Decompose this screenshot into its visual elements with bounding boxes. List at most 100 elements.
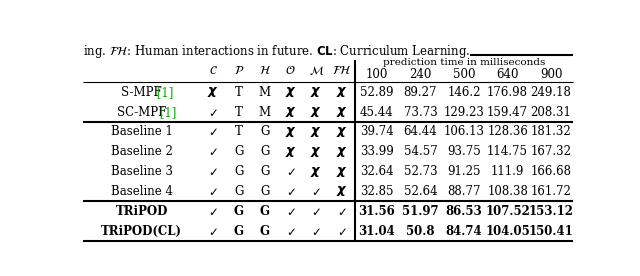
Text: G: G [234, 145, 244, 158]
Text: 167.32: 167.32 [531, 145, 572, 158]
Text: 39.74: 39.74 [360, 126, 394, 139]
Text: 32.64: 32.64 [360, 165, 394, 178]
Text: SC-MPF: SC-MPF [117, 106, 166, 119]
Text: 240: 240 [409, 68, 431, 81]
Text: $\checkmark$: $\checkmark$ [312, 185, 321, 198]
Text: 31.04: 31.04 [358, 225, 396, 238]
Text: 129.23: 129.23 [444, 106, 484, 119]
Text: T: T [235, 126, 243, 139]
Text: G: G [234, 205, 244, 218]
Text: $\checkmark$: $\checkmark$ [285, 165, 296, 178]
Text: $\mathcal{C}$: $\mathcal{C}$ [209, 64, 218, 77]
Text: 161.72: 161.72 [531, 185, 572, 198]
Text: $\checkmark$: $\checkmark$ [208, 225, 218, 238]
Text: $\boldsymbol{\chi}$: $\boldsymbol{\chi}$ [310, 125, 323, 139]
Text: $\checkmark$: $\checkmark$ [285, 205, 296, 218]
Text: 84.74: 84.74 [445, 225, 483, 238]
Text: $\boldsymbol{\chi}$: $\boldsymbol{\chi}$ [285, 145, 296, 159]
Text: 500: 500 [452, 68, 476, 81]
Text: 52.89: 52.89 [360, 86, 394, 99]
Text: 108.38: 108.38 [487, 185, 528, 198]
Text: TRiPOD(CL): TRiPOD(CL) [101, 225, 182, 238]
Text: G: G [260, 205, 269, 218]
Text: G: G [260, 145, 269, 158]
Text: 208.31: 208.31 [531, 106, 572, 119]
Text: $\boldsymbol{\chi}$: $\boldsymbol{\chi}$ [336, 145, 348, 159]
Text: 106.13: 106.13 [444, 126, 484, 139]
Text: 93.75: 93.75 [447, 145, 481, 158]
Text: $\checkmark$: $\checkmark$ [208, 106, 218, 119]
Text: $\boldsymbol{\chi}$: $\boldsymbol{\chi}$ [310, 85, 323, 99]
Text: 88.77: 88.77 [447, 185, 481, 198]
Text: 52.64: 52.64 [404, 185, 437, 198]
Text: 32.85: 32.85 [360, 185, 394, 198]
Text: $\checkmark$: $\checkmark$ [208, 145, 218, 158]
Text: 900: 900 [540, 68, 563, 81]
Text: M: M [259, 106, 271, 119]
Text: 150.41: 150.41 [529, 225, 573, 238]
Text: G: G [234, 185, 244, 198]
Text: 100: 100 [365, 68, 388, 81]
Text: $\boldsymbol{\chi}$: $\boldsymbol{\chi}$ [336, 85, 348, 99]
Text: Baseline 1: Baseline 1 [111, 126, 173, 139]
Text: 91.25: 91.25 [447, 165, 481, 178]
Text: $\boldsymbol{\chi}$: $\boldsymbol{\chi}$ [285, 105, 296, 119]
Text: G: G [260, 185, 269, 198]
Text: $\mathcal{H}$: $\mathcal{H}$ [259, 64, 271, 77]
Text: $\boldsymbol{\chi}$: $\boldsymbol{\chi}$ [336, 184, 348, 198]
Text: G: G [260, 165, 269, 178]
Text: ing.: ing. [83, 43, 109, 56]
Text: $\boldsymbol{\chi}$: $\boldsymbol{\chi}$ [336, 125, 348, 139]
Text: 153.12: 153.12 [529, 205, 573, 218]
Text: 176.98: 176.98 [487, 86, 528, 99]
Text: 33.99: 33.99 [360, 145, 394, 158]
Text: $\boldsymbol{\chi}$: $\boldsymbol{\chi}$ [310, 105, 323, 119]
Text: Baseline 3: Baseline 3 [111, 165, 173, 178]
Text: S-MPF: S-MPF [121, 86, 162, 99]
Text: $\boldsymbol{\chi}$: $\boldsymbol{\chi}$ [285, 85, 296, 99]
Text: 640: 640 [496, 68, 519, 81]
Text: $\boldsymbol{\chi}$: $\boldsymbol{\chi}$ [310, 164, 323, 179]
Text: 86.53: 86.53 [445, 205, 483, 218]
Text: G: G [260, 225, 269, 238]
Text: $\mathcal{O}$: $\mathcal{O}$ [285, 64, 296, 77]
Text: 181.32: 181.32 [531, 126, 572, 139]
Text: G: G [234, 225, 244, 238]
Text: 128.36: 128.36 [487, 126, 528, 139]
Text: $\checkmark$: $\checkmark$ [208, 185, 218, 198]
Text: $\checkmark$: $\checkmark$ [312, 225, 321, 238]
Text: 45.44: 45.44 [360, 106, 394, 119]
Text: $\checkmark$: $\checkmark$ [337, 205, 347, 218]
Text: 107.52: 107.52 [485, 205, 530, 218]
Text: 111.9: 111.9 [491, 165, 524, 178]
Text: $\checkmark$: $\checkmark$ [208, 165, 218, 178]
Text: M: M [259, 86, 271, 99]
Text: $\mathcal{FH}$: $\mathcal{FH}$ [332, 64, 352, 77]
Text: TRiPOD: TRiPOD [115, 205, 168, 218]
Text: $\checkmark$: $\checkmark$ [285, 225, 296, 238]
Text: Baseline 2: Baseline 2 [111, 145, 173, 158]
Text: Baseline 4: Baseline 4 [111, 185, 173, 198]
Text: 104.05: 104.05 [485, 225, 530, 238]
Text: $\checkmark$: $\checkmark$ [312, 205, 321, 218]
Text: 159.47: 159.47 [487, 106, 528, 119]
Text: $\checkmark$: $\checkmark$ [337, 225, 347, 238]
Text: 89.27: 89.27 [404, 86, 437, 99]
Text: ing. $\boldsymbol{\mathcal{FH}}$: Human interactions in future. $\mathbf{CL}$: C: ing. $\boldsymbol{\mathcal{FH}}$: Human … [83, 43, 470, 60]
Text: 54.57: 54.57 [404, 145, 437, 158]
Text: $\checkmark$: $\checkmark$ [285, 185, 296, 198]
Text: G: G [260, 126, 269, 139]
Text: 73.73: 73.73 [404, 106, 437, 119]
Text: 166.68: 166.68 [531, 165, 572, 178]
Text: T: T [235, 106, 243, 119]
Text: $\boldsymbol{\chi}$: $\boldsymbol{\chi}$ [336, 164, 348, 179]
Text: $\checkmark$: $\checkmark$ [208, 126, 218, 139]
Text: $\checkmark$: $\checkmark$ [208, 205, 218, 218]
Text: 50.8: 50.8 [406, 225, 435, 238]
Text: $\boldsymbol{\chi}$: $\boldsymbol{\chi}$ [336, 105, 348, 119]
Text: [1]: [1] [157, 106, 177, 119]
Text: $\boldsymbol{\chi}$: $\boldsymbol{\chi}$ [207, 85, 219, 99]
Text: [1]: [1] [153, 86, 173, 99]
Text: G: G [234, 165, 244, 178]
Text: T: T [235, 86, 243, 99]
